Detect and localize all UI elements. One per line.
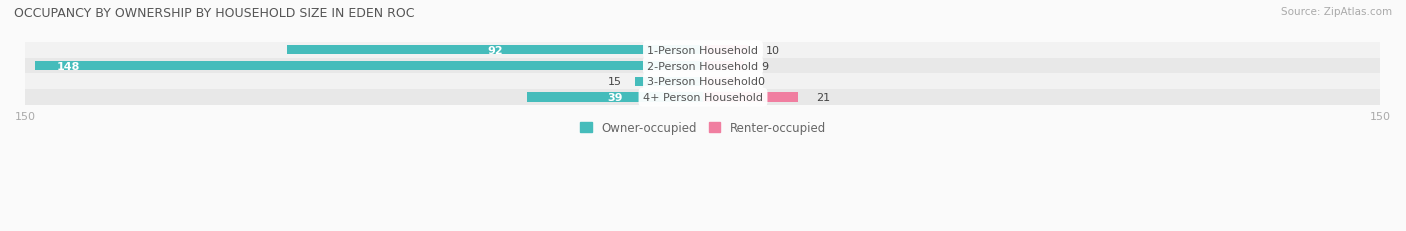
Text: 92: 92 — [488, 46, 503, 55]
Text: 9: 9 — [762, 61, 769, 71]
Bar — [25, 43, 1381, 58]
Text: 148: 148 — [58, 61, 80, 71]
Text: 4+ Person Household: 4+ Person Household — [643, 93, 763, 103]
Legend: Owner-occupied, Renter-occupied: Owner-occupied, Renter-occupied — [579, 122, 827, 134]
Bar — [703, 46, 748, 55]
Text: 21: 21 — [815, 93, 830, 103]
Text: 1-Person Household: 1-Person Household — [648, 46, 758, 55]
Text: 15: 15 — [607, 77, 621, 87]
Bar — [527, 93, 703, 103]
Bar — [703, 61, 744, 71]
Text: OCCUPANCY BY OWNERSHIP BY HOUSEHOLD SIZE IN EDEN ROC: OCCUPANCY BY OWNERSHIP BY HOUSEHOLD SIZE… — [14, 7, 415, 20]
Bar — [636, 77, 703, 87]
Text: 10: 10 — [766, 46, 780, 55]
Bar — [287, 46, 703, 55]
Bar — [25, 58, 1381, 74]
Bar — [35, 61, 703, 71]
Text: Source: ZipAtlas.com: Source: ZipAtlas.com — [1281, 7, 1392, 17]
Bar — [25, 74, 1381, 90]
Text: 2-Person Household: 2-Person Household — [647, 61, 759, 71]
Bar — [703, 93, 797, 103]
Text: 0: 0 — [758, 77, 765, 87]
Bar — [703, 77, 740, 87]
Text: 39: 39 — [607, 93, 623, 103]
Bar — [25, 90, 1381, 106]
Text: 3-Person Household: 3-Person Household — [648, 77, 758, 87]
